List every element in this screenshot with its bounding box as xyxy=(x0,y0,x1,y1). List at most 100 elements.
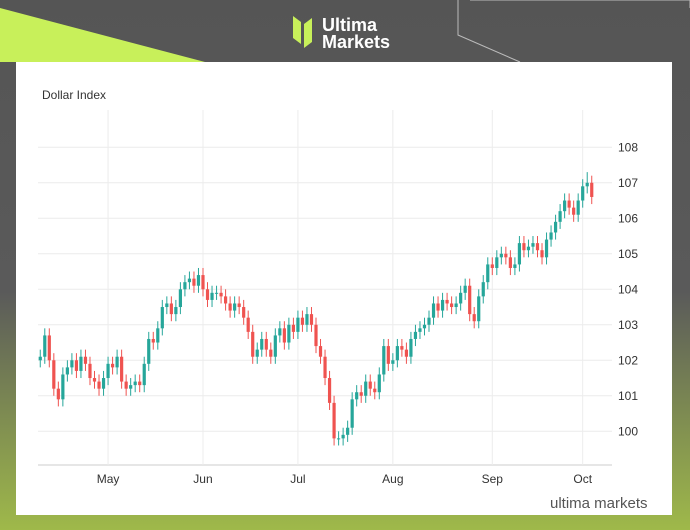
candle-body xyxy=(97,381,101,389)
candle-body xyxy=(581,186,585,201)
y-tick-label: 107 xyxy=(618,176,638,190)
candle-body xyxy=(323,356,327,379)
candle-body xyxy=(355,392,359,400)
candle-body xyxy=(165,303,169,308)
candle-body xyxy=(282,328,286,343)
candle-body xyxy=(214,292,219,294)
candle-body xyxy=(373,388,377,393)
y-tick-label: 103 xyxy=(618,318,638,332)
x-tick-label: May xyxy=(97,472,120,486)
candle-body xyxy=(120,356,124,382)
candle-body xyxy=(237,303,241,308)
candle-body xyxy=(129,385,133,389)
candle-body xyxy=(92,378,97,382)
candle-body xyxy=(382,346,386,375)
candle-body xyxy=(359,392,363,396)
candle-body xyxy=(47,335,51,361)
candle-body xyxy=(531,243,535,247)
y-tick-label: 100 xyxy=(618,424,638,438)
candle-body xyxy=(535,243,540,251)
candle-body xyxy=(418,328,422,332)
candle-body xyxy=(43,335,47,357)
candle-body xyxy=(156,328,160,343)
chart-panel xyxy=(16,62,672,515)
candle-body xyxy=(436,303,440,311)
candle-body xyxy=(160,307,164,329)
candle-body xyxy=(422,324,427,329)
candle-body xyxy=(52,360,56,389)
candle-body xyxy=(585,182,589,187)
y-tick-label: 102 xyxy=(618,353,638,367)
x-tick-label: Oct xyxy=(573,472,592,486)
candle-body xyxy=(233,303,237,311)
candle-body xyxy=(364,381,368,396)
candle-body xyxy=(133,381,137,386)
candle-body xyxy=(517,243,522,265)
candle-body xyxy=(400,346,404,350)
candle-body xyxy=(341,434,345,439)
candle-body xyxy=(228,303,232,311)
candle-body xyxy=(147,338,151,364)
candle-body xyxy=(499,253,503,258)
candle-body xyxy=(540,250,544,258)
candle-body xyxy=(79,356,83,371)
candle-body xyxy=(74,360,79,371)
decor-line xyxy=(457,0,521,63)
candle-body xyxy=(65,367,69,375)
y-tick-label: 101 xyxy=(618,389,638,403)
candle-body xyxy=(395,346,399,361)
candle-body xyxy=(386,346,390,364)
candle-body xyxy=(110,363,115,368)
candle-body xyxy=(296,317,300,332)
candle-body xyxy=(567,200,571,208)
candle-body xyxy=(409,338,413,357)
logo-icon xyxy=(293,16,312,48)
candle-body xyxy=(504,253,508,258)
watermark: ultima markets xyxy=(550,495,648,512)
candle-body xyxy=(508,257,512,268)
candle-body xyxy=(513,264,517,268)
candle-body xyxy=(377,374,381,393)
candle-body xyxy=(192,278,196,286)
candle-body xyxy=(260,338,264,350)
candle-body xyxy=(553,221,558,233)
x-tick-label: Aug xyxy=(382,472,403,486)
candle-body xyxy=(544,239,549,258)
candle-body xyxy=(291,324,295,332)
candle-body xyxy=(522,243,526,251)
candle-body xyxy=(169,303,173,315)
candle-body xyxy=(490,264,494,268)
candle-body xyxy=(178,289,182,308)
candle-body xyxy=(563,200,567,212)
candle-body xyxy=(242,307,246,318)
candle-body xyxy=(70,360,74,368)
candle-body xyxy=(56,388,60,400)
candle-body xyxy=(305,314,309,325)
candle-body xyxy=(115,356,119,368)
brand-line: Ultima xyxy=(322,15,378,35)
candle-body xyxy=(576,200,580,215)
candle-body xyxy=(526,246,531,251)
candle-body xyxy=(106,363,110,379)
y-tick-label: 104 xyxy=(618,282,638,296)
candle-body xyxy=(327,378,332,403)
candle-body xyxy=(427,317,431,325)
candle-body xyxy=(404,349,409,357)
candle-body xyxy=(309,314,314,325)
x-tick-label: Sep xyxy=(482,472,504,486)
candle-body xyxy=(431,303,436,318)
candle-body xyxy=(495,257,499,268)
accent-shape xyxy=(0,8,205,62)
candle-body xyxy=(445,299,449,304)
candle-body xyxy=(450,303,454,308)
candle-body xyxy=(314,324,318,347)
candle-body xyxy=(287,324,291,343)
candle-body xyxy=(590,182,594,197)
candle-body xyxy=(142,363,146,386)
candle-body xyxy=(187,278,192,283)
candle-body xyxy=(174,307,178,315)
candle-body xyxy=(201,275,205,290)
candle-body xyxy=(210,292,214,300)
candle-body xyxy=(183,282,187,290)
candle-body xyxy=(459,292,463,304)
